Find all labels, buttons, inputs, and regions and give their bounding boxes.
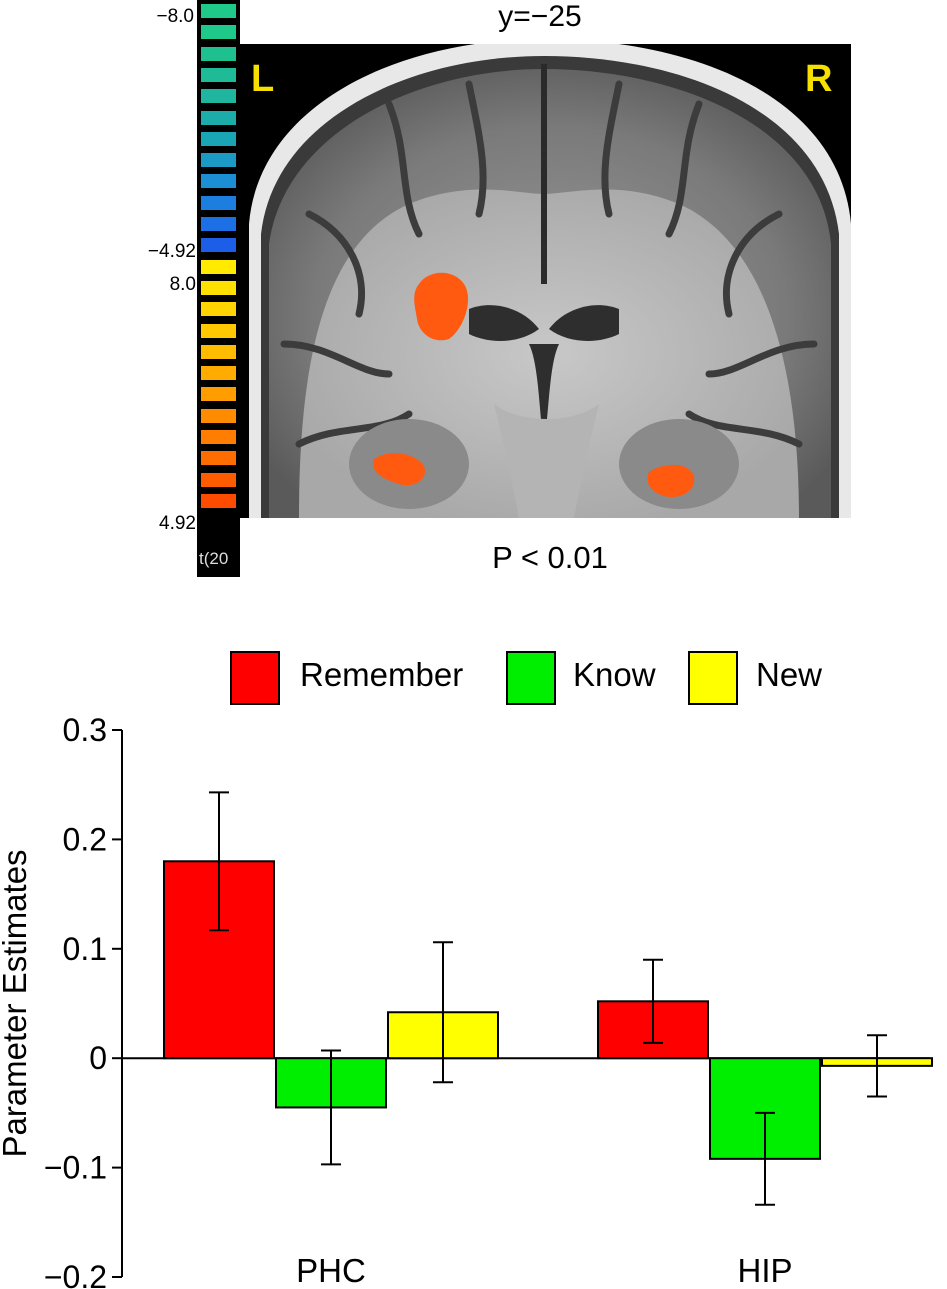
colorbar-segment xyxy=(201,430,236,444)
colorbar-label-negative-max: −8.0 xyxy=(156,6,194,27)
colorbar-segment xyxy=(201,4,236,18)
colorbar-stat-label: t(20 xyxy=(199,549,229,568)
ventricles xyxy=(469,305,619,444)
activation-cluster-thalamic xyxy=(414,272,469,341)
colorbar-label-negative-min: −4.92 xyxy=(147,241,196,262)
colorbar-segment xyxy=(201,217,236,231)
slice-label: y=−25 xyxy=(498,0,582,33)
colorbar-segment xyxy=(201,344,236,359)
colorbar-segment xyxy=(201,493,236,508)
legend-swatch-remember xyxy=(230,651,280,705)
legend-swatch-know xyxy=(506,651,556,705)
colorbar-segment xyxy=(201,238,236,253)
x-category-label: PHC xyxy=(296,1252,366,1289)
mri-coronal-slice: L R xyxy=(239,44,851,518)
y-axis-label: Parameter Estimates xyxy=(0,849,33,1157)
colorbar-segment xyxy=(201,153,236,168)
colorbar-segment xyxy=(201,174,236,189)
colorbar-segment xyxy=(201,25,236,40)
legend-swatch-new xyxy=(688,651,738,705)
threshold-label: P < 0.01 xyxy=(492,540,608,575)
colorbar-label-positive-max: 8.0 xyxy=(169,274,196,295)
colorbar-segment xyxy=(201,323,236,338)
colorbar-segment xyxy=(201,46,236,61)
x-category-label: HIP xyxy=(737,1252,792,1289)
y-tick-label: 0.3 xyxy=(63,712,107,748)
activation-cluster-right-mtl xyxy=(647,464,695,498)
bar-chart: 0.3 0.2 0.1 0 −0.1 −0.2 Parameter Estimates PHC… xyxy=(0,712,933,1289)
colorbar-segment xyxy=(201,280,236,295)
colorbar-segment xyxy=(201,408,236,423)
colorbar-segment xyxy=(201,110,236,125)
colorbar-segment xyxy=(201,195,236,210)
colorbar-segment xyxy=(201,387,236,402)
y-tick-label: 0 xyxy=(89,1040,107,1076)
y-tick-label: 0.2 xyxy=(63,821,107,857)
y-tick-label: 0.1 xyxy=(63,931,107,967)
colorbar-label-positive-min: 4.92 xyxy=(159,513,196,534)
colorbar-segment xyxy=(201,67,236,82)
colorbar-segment xyxy=(201,131,236,146)
colorbar xyxy=(197,0,240,577)
colorbar-segment xyxy=(201,451,236,466)
y-tick-label: −0.2 xyxy=(44,1259,107,1289)
colorbar-segment xyxy=(201,89,236,104)
legend-label-know: Know xyxy=(573,656,656,693)
hemisphere-right-label: R xyxy=(805,58,833,100)
colorbar-segment xyxy=(201,259,236,274)
sulci xyxy=(280,80,818,448)
activation-clusters xyxy=(373,272,695,498)
colorbar-segment xyxy=(201,366,236,381)
legend-label-remember: Remember xyxy=(300,656,464,693)
colorbar-segment xyxy=(201,302,236,317)
chart-legend: Remember Know New xyxy=(230,648,850,708)
activation-cluster-left-mtl xyxy=(373,453,425,486)
y-tick-label: −0.1 xyxy=(44,1150,107,1186)
colorbar-segment xyxy=(201,472,236,487)
brainstem xyxy=(494,404,599,518)
legend-label-new: New xyxy=(756,656,823,693)
hemisphere-left-label: L xyxy=(251,58,275,100)
